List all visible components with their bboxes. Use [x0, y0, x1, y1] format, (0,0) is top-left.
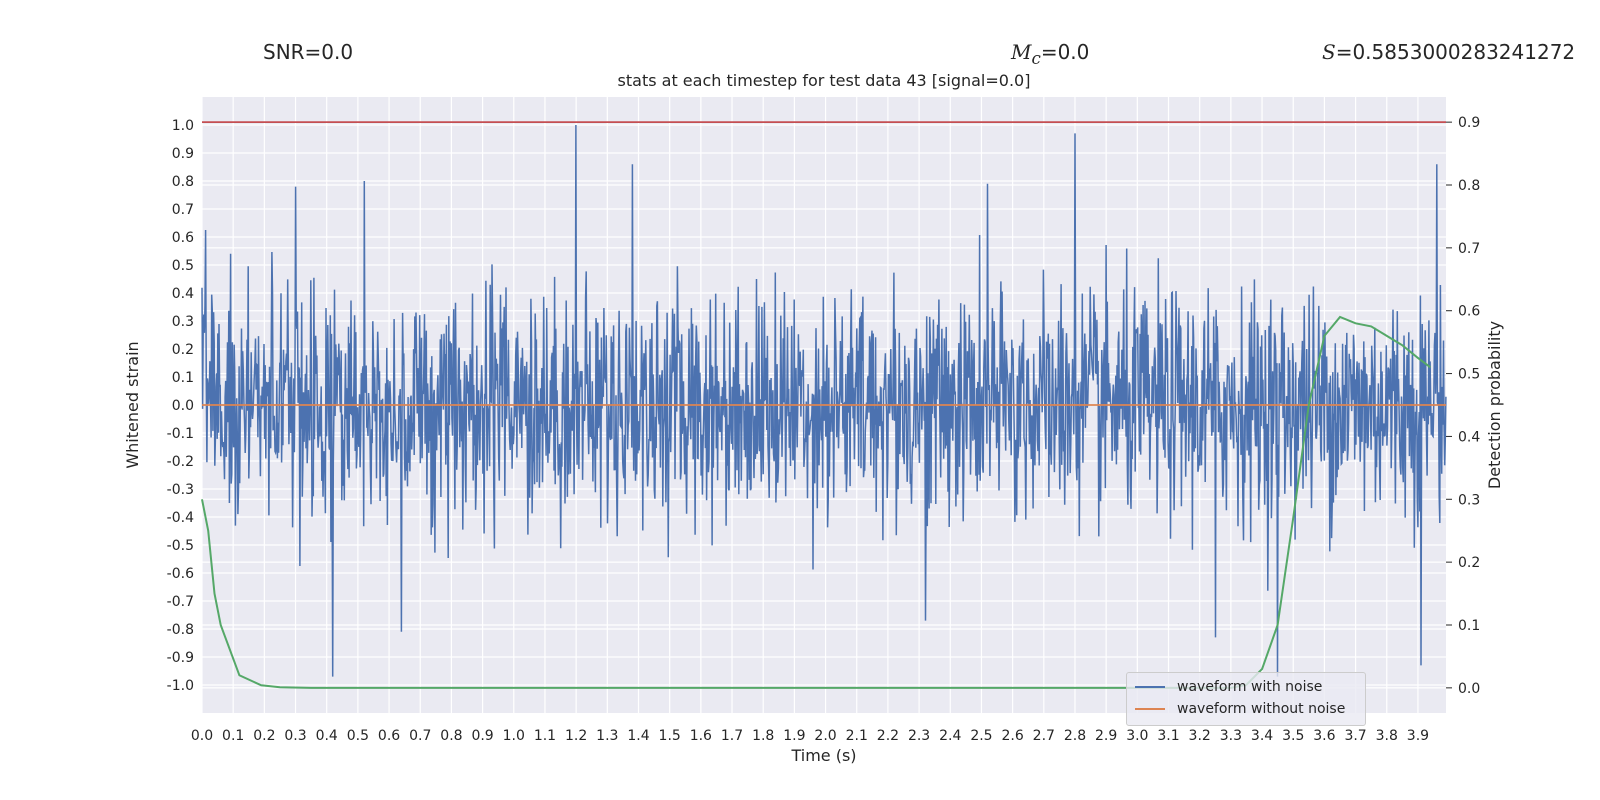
x-axis-label: Time (s)	[790, 746, 856, 765]
x-tick-label: 2.3	[908, 728, 930, 744]
y-axis-ticks: 1.0 0.9 0.8 0.7 0.6 0.5 0.4 0.3 0.2 0.1 0.0 -0.1 -0.…	[167, 118, 194, 694]
x-tick-label: 0.1	[222, 728, 244, 744]
x-tick-label: 3.4	[1251, 728, 1273, 744]
y-tick-label: -0.7	[167, 594, 194, 610]
x-tick-label: 0.5	[347, 728, 369, 744]
y2-tick-label: 0.8	[1458, 178, 1480, 194]
x-tick-label: 1.9	[783, 728, 805, 744]
y-tick-label: 0.0	[172, 398, 194, 414]
y-tick-label: -1.0	[167, 678, 194, 694]
x-tick-label: 3.6	[1313, 728, 1335, 744]
x-tick-label: 0.4	[316, 728, 338, 744]
chirp-mass-symbol: M	[1011, 40, 1032, 64]
x-tick-label: 0.0	[191, 728, 213, 744]
x-tick-label: 1.2	[565, 728, 587, 744]
y-tick-label: 0.6	[172, 230, 194, 246]
y-tick-label: 1.0	[172, 118, 194, 134]
x-tick-label: 1.3	[596, 728, 618, 744]
y2-tick-label: 0.3	[1458, 492, 1480, 508]
x-tick-label: 1.6	[690, 728, 712, 744]
series-waveform-with-noise	[201, 124, 1447, 677]
y2-tick-label: 0.7	[1458, 241, 1480, 257]
x-tick-label: 3.9	[1407, 728, 1429, 744]
x-tick-label: 0.8	[440, 728, 462, 744]
x-tick-label: 2.9	[1095, 728, 1117, 744]
score-label: S=0.5853000283241272	[1322, 40, 1575, 64]
x-tick-label: 2.8	[1064, 728, 1086, 744]
x-tick-label: 2.5	[970, 728, 992, 744]
x-tick-label: 0.6	[378, 728, 400, 744]
y-tick-label: 0.5	[172, 258, 194, 274]
y2-tick-label: 0.4	[1458, 429, 1480, 445]
score-symbol: S	[1322, 40, 1336, 64]
y2-tick-label: 0.2	[1458, 555, 1480, 571]
y-tick-label: 0.9	[172, 146, 194, 162]
x-tick-label: 1.1	[534, 728, 556, 744]
y2-tick-label: 0.0	[1458, 681, 1480, 697]
x-tick-label: 1.8	[752, 728, 774, 744]
legend-label-without-noise: waveform without noise	[1177, 701, 1346, 717]
chirp-mass-subscript: c	[1031, 49, 1041, 68]
x-tick-label: 1.5	[659, 728, 681, 744]
y-tick-label: -0.3	[167, 482, 194, 498]
x-tick-label: 3.2	[1189, 728, 1211, 744]
score-value: =0.5853000283241272	[1335, 40, 1576, 64]
x-tick-label: 1.4	[627, 728, 649, 744]
x-tick-label: 3.7	[1344, 728, 1366, 744]
x-tick-label: 0.9	[471, 728, 493, 744]
legend-entry-without-noise: waveform without noise	[1135, 701, 1345, 717]
x-axis-ticks: 0.0 0.1 0.2 0.3 0.4 0.5 0.6 0.7 0.8 0.9 1.0 1.1 1.2 1…	[191, 728, 1429, 744]
x-tick-label: 2.4	[939, 728, 961, 744]
y-tick-label: 0.8	[172, 174, 194, 190]
y2-axis-ticks: 0.9 0.8 0.7 0.6 0.5 0.4 0.3 0.2 0.1 0.0	[1446, 115, 1480, 697]
legend: waveform with noise waveform without noi…	[1126, 672, 1366, 726]
y-tick-label: -0.8	[167, 622, 194, 638]
y-tick-label: 0.7	[172, 202, 194, 218]
y-tick-label: -0.2	[167, 454, 194, 470]
x-tick-label: 2.7	[1033, 728, 1055, 744]
chart-title: stats at each timestep for test data 43 …	[617, 71, 1031, 90]
legend-label-with-noise: waveform with noise	[1177, 679, 1323, 695]
legend-entry-with-noise: waveform with noise	[1135, 679, 1322, 695]
x-tick-label: 2.6	[1001, 728, 1023, 744]
x-tick-label: 0.2	[253, 728, 275, 744]
y-tick-label: 0.1	[172, 370, 194, 386]
y2-tick-label: 0.1	[1458, 618, 1480, 634]
x-tick-label: 0.7	[409, 728, 431, 744]
x-tick-label: 3.0	[1126, 728, 1148, 744]
y-tick-label: 0.3	[172, 314, 194, 330]
y2-axis-label: Detection probability	[1485, 321, 1504, 489]
x-tick-label: 1.7	[721, 728, 743, 744]
y-tick-label: -0.4	[167, 510, 194, 526]
y-tick-label: 0.4	[172, 286, 194, 302]
snr-label: SNR=0.0	[263, 40, 354, 64]
y-tick-label: -0.1	[167, 426, 194, 442]
x-tick-label: 3.8	[1376, 728, 1398, 744]
y-tick-label: -0.9	[167, 650, 194, 666]
y-tick-label: 0.2	[172, 342, 194, 358]
x-tick-label: 0.3	[284, 728, 306, 744]
x-tick-label: 2.2	[877, 728, 899, 744]
y-tick-label: -0.5	[167, 538, 194, 554]
x-tick-label: 1.0	[503, 728, 525, 744]
legend-swatch-without-noise	[1135, 708, 1165, 710]
y2-tick-label: 0.5	[1458, 367, 1480, 383]
x-tick-label: 2.0	[814, 728, 836, 744]
y-tick-label: -0.6	[167, 566, 194, 582]
chirp-mass-value: =0.0	[1040, 40, 1090, 64]
x-tick-label: 2.1	[846, 728, 868, 744]
legend-swatch-with-noise	[1135, 686, 1165, 688]
y2-tick-label: 0.6	[1458, 304, 1480, 320]
y2-tick-label: 0.9	[1458, 115, 1480, 131]
x-tick-label: 3.3	[1220, 728, 1242, 744]
y-axis-label: Whitened strain	[123, 341, 142, 468]
x-tick-label: 3.5	[1282, 728, 1304, 744]
chirp-mass-label: Mc=0.0	[1011, 40, 1089, 68]
x-tick-label: 3.1	[1157, 728, 1179, 744]
